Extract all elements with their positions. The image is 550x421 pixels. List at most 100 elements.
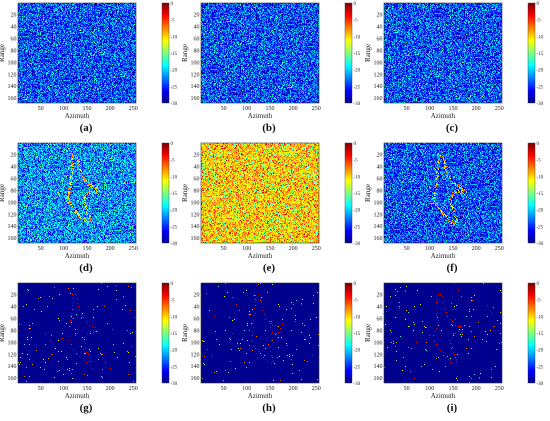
colorbar-tick-label: -20 <box>537 209 544 214</box>
y-tick-label: 100 <box>8 60 17 66</box>
x-tick-label: 150 <box>265 106 274 112</box>
x-tick-label: 200 <box>472 106 481 112</box>
x-tick-label: 200 <box>289 246 298 252</box>
colorbar <box>161 282 170 384</box>
colorbar-tick-label: -20 <box>171 69 178 74</box>
y-tick-label: 40 <box>377 164 383 170</box>
y-tick-label: 60 <box>377 316 383 322</box>
y-tick-label: 120 <box>191 212 200 218</box>
heatmap-axes: 50 100 150 200 250 20 40 60 80 100 120 140 160 Azimut… <box>181 2 361 120</box>
colorbar-tick-label: -25 <box>354 85 361 90</box>
y-tick-label: 80 <box>377 188 383 194</box>
colorbar-tick-label: -5 <box>537 299 542 304</box>
heatmap-axes: 50 100 150 200 250 20 40 60 80 100 120 140 160 Azimut… <box>364 2 544 120</box>
heatmap-axes: 50 100 150 200 250 20 40 60 80 100 120 140 160 Azimut… <box>0 2 178 120</box>
caption-d: (d) <box>79 262 93 274</box>
colorbar-tick-label: -20 <box>537 349 544 354</box>
y-tick-label: 120 <box>8 352 17 358</box>
y-tick-label: 20 <box>377 292 383 298</box>
colorbar-tick-label: -15 <box>354 52 361 57</box>
colorbar <box>527 2 536 104</box>
y-tick-label: 100 <box>8 200 17 206</box>
colorbar-tick-label: -15 <box>171 192 178 197</box>
y-tick-label: 80 <box>11 48 17 54</box>
colorbar-tick-label: -10 <box>171 315 178 320</box>
colorbar-tick-label: -20 <box>354 209 361 214</box>
heatmap-image <box>18 143 136 243</box>
y-tick-label: 40 <box>377 304 383 310</box>
x-tick-label: 250 <box>495 246 504 252</box>
y-tick-label: 20 <box>194 152 200 158</box>
colorbar-tick-label: -5 <box>354 299 359 304</box>
colorbar-tick-label: 0 <box>171 142 174 147</box>
colorbar-tick-label: -10 <box>354 35 361 40</box>
plot-frame <box>383 282 503 384</box>
y-tick-label: 160 <box>374 236 383 242</box>
x-tick-label: 50 <box>404 246 410 252</box>
caption-h: (h) <box>262 402 276 414</box>
colorbar-tick-label: -25 <box>537 85 544 90</box>
colorbar <box>527 282 536 384</box>
y-tick-label: 40 <box>11 164 17 170</box>
x-tick-label: 200 <box>106 246 115 252</box>
y-tick-label: 20 <box>11 292 17 298</box>
x-tick-label: 150 <box>265 386 274 392</box>
colorbar-tick-label: 0 <box>537 2 540 7</box>
x-axis-label: Azimuth <box>65 392 90 400</box>
plot-frame <box>17 2 137 104</box>
caption-g: (g) <box>79 402 93 414</box>
y-tick-label: 80 <box>194 328 200 334</box>
x-tick-label: 50 <box>38 106 44 112</box>
y-tick-label: 60 <box>11 316 17 322</box>
heatmap-image <box>384 283 502 383</box>
colorbar-tick-label: -15 <box>354 332 361 337</box>
heatmap-axes: 50 100 150 200 250 20 40 60 80 100 120 140 160 Azimut… <box>181 282 361 400</box>
colorbar <box>161 2 170 104</box>
y-tick-label: 40 <box>194 24 200 30</box>
colorbar-tick-label: 0 <box>537 142 540 147</box>
x-tick-label: 50 <box>38 386 44 392</box>
y-tick-label: 140 <box>191 364 200 370</box>
y-tick-label: 120 <box>191 352 200 358</box>
heatmap-axes: 50 100 150 200 250 20 40 60 80 100 120 140 160 Azimut… <box>364 142 544 260</box>
plot-frame <box>17 282 137 384</box>
x-tick-label: 100 <box>425 106 434 112</box>
colorbar-tick-label: -15 <box>171 52 178 57</box>
colorbar <box>344 282 353 384</box>
x-tick-label: 150 <box>82 246 91 252</box>
y-tick-label: 140 <box>374 364 383 370</box>
x-tick-label: 200 <box>472 246 481 252</box>
heatmap-axes: 50 100 150 200 250 20 40 60 80 100 120 140 160 Azimut… <box>364 282 544 400</box>
colorbar-tick-label: -10 <box>171 35 178 40</box>
colorbar-tick-label: 0 <box>354 282 357 287</box>
colorbar-tick-label: -20 <box>171 209 178 214</box>
y-tick-label: 80 <box>11 328 17 334</box>
x-tick-label: 250 <box>312 106 321 112</box>
x-tick-label: 50 <box>221 246 227 252</box>
caption-i: (i) <box>446 402 458 414</box>
colorbar-tick-label: -5 <box>537 159 542 164</box>
colorbar-tick-label: -25 <box>171 225 178 230</box>
colorbar-tick-label: 0 <box>171 282 174 287</box>
panel-d: 50 100 150 200 250 20 40 60 80 100 120 140 160 Azimut… <box>0 140 180 280</box>
colorbar-tick-label: -5 <box>171 159 176 164</box>
colorbar-tick-label: -30 <box>354 102 361 107</box>
x-tick-label: 150 <box>82 386 91 392</box>
y-tick-label: 140 <box>374 224 383 230</box>
colorbar-tick-label: -15 <box>537 52 544 57</box>
y-tick-label: 140 <box>191 224 200 230</box>
y-tick-label: 120 <box>8 72 17 78</box>
colorbar-tick-label: 0 <box>354 2 357 7</box>
x-tick-label: 100 <box>425 386 434 392</box>
x-axis-label: Azimuth <box>65 252 90 260</box>
y-axis-label: Range <box>0 44 6 62</box>
x-tick-label: 250 <box>129 246 138 252</box>
caption-a: (a) <box>79 122 93 134</box>
y-tick-label: 100 <box>374 340 383 346</box>
colorbar-tick-label: -15 <box>537 192 544 197</box>
y-tick-label: 80 <box>11 188 17 194</box>
colorbar-tick-label: -10 <box>537 315 544 320</box>
x-tick-label: 250 <box>495 386 504 392</box>
colorbar <box>161 142 170 244</box>
